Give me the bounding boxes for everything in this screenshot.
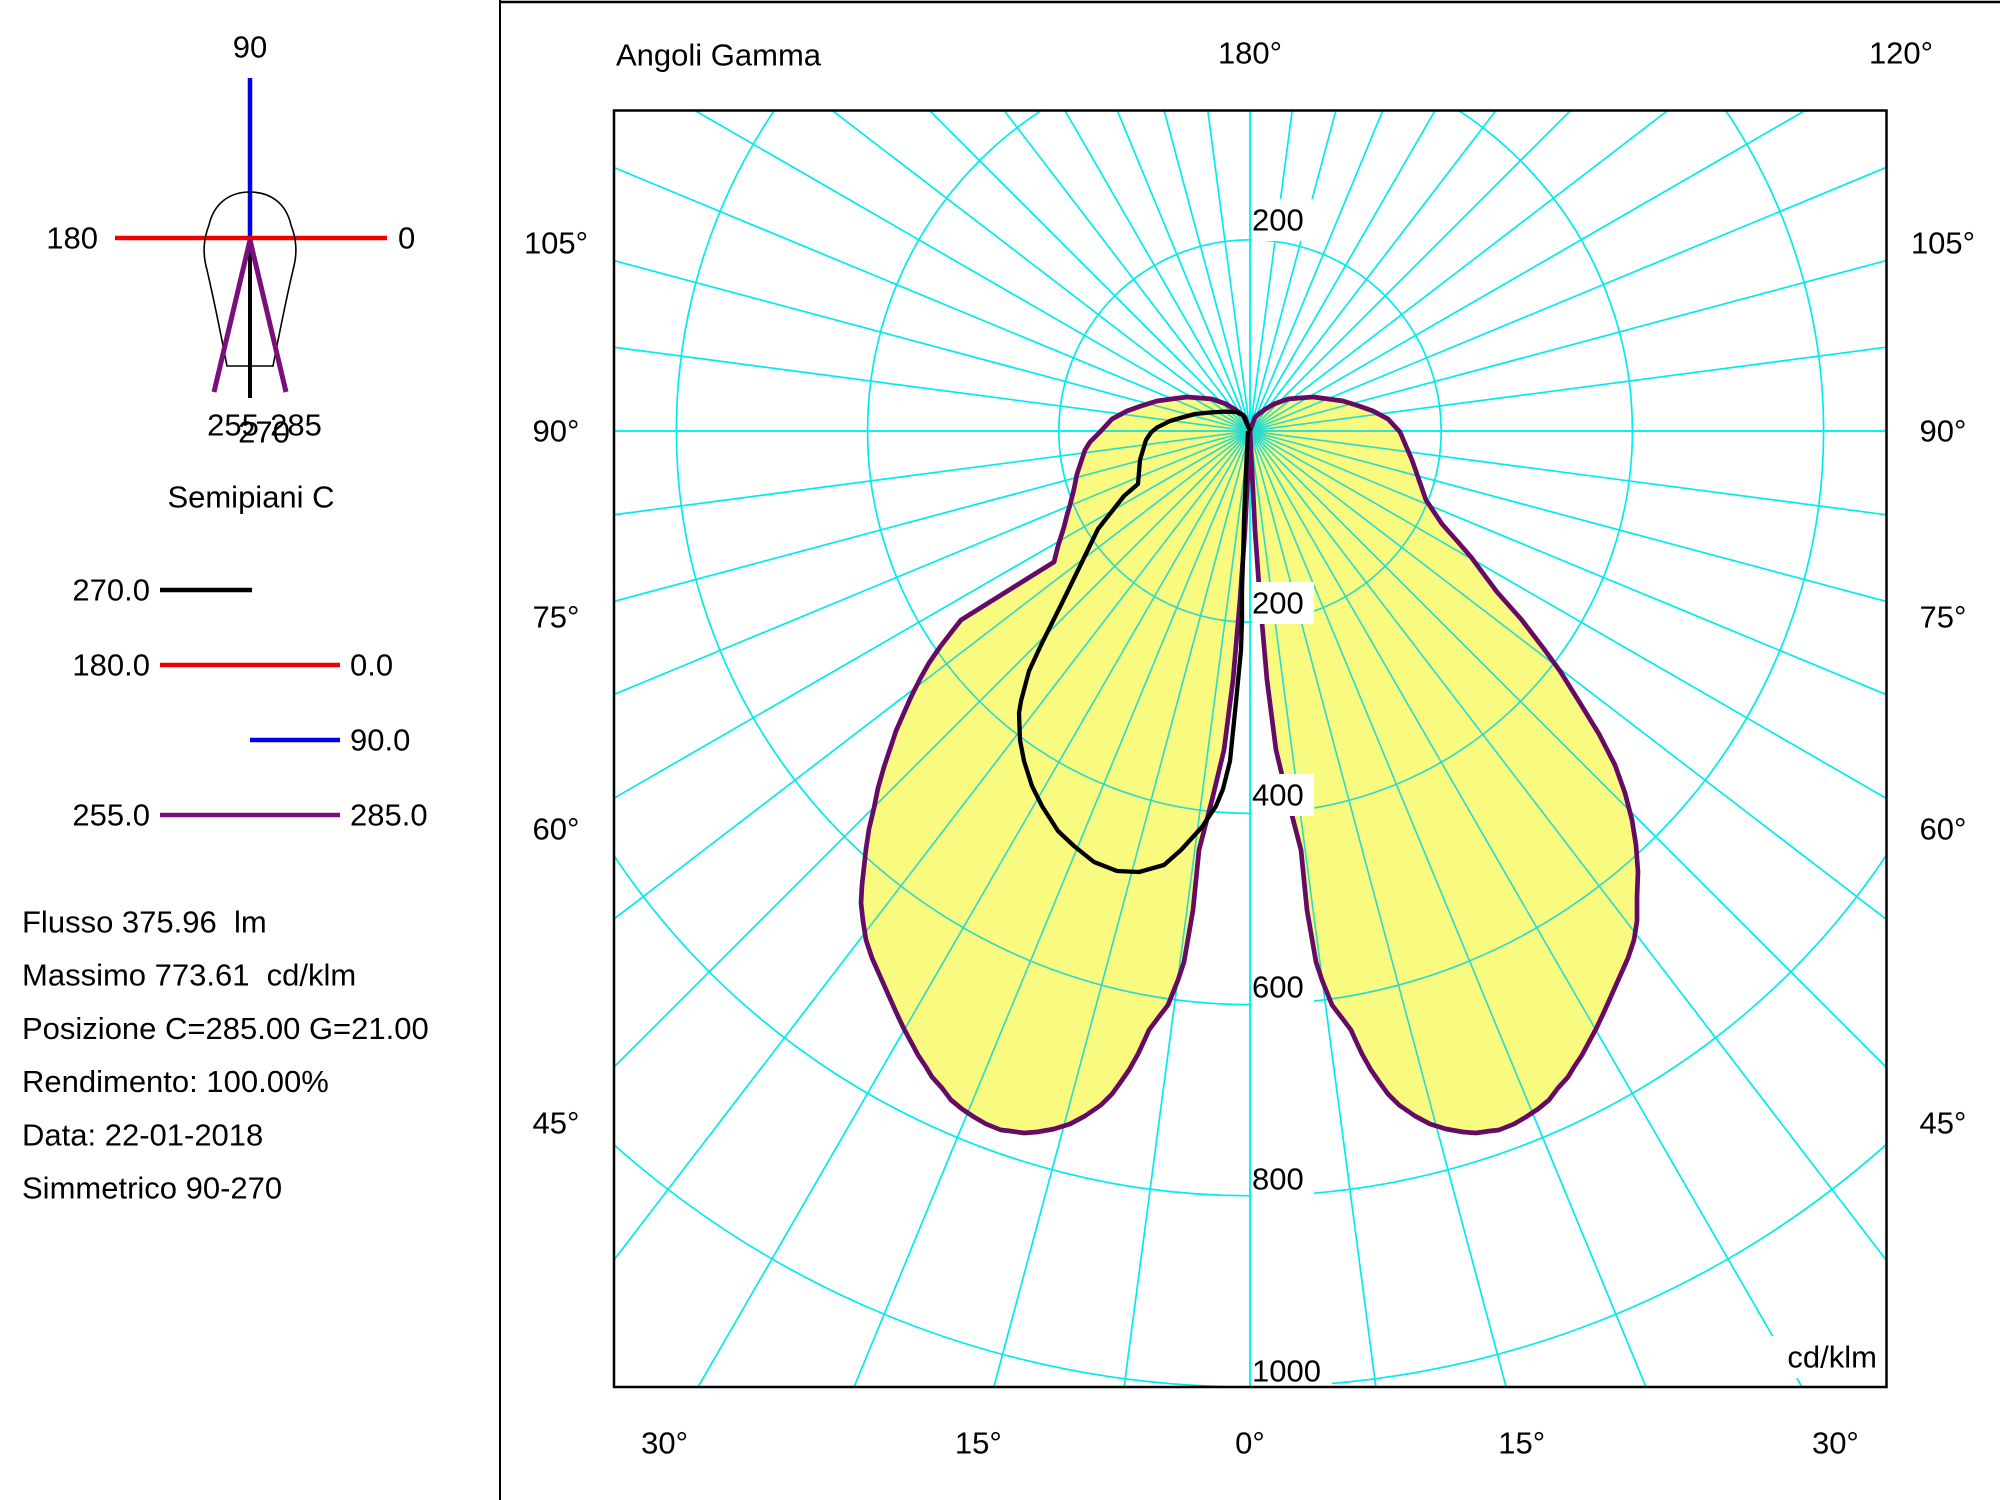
svg-text:0°: 0° (1235, 1426, 1265, 1461)
svg-text:90°: 90° (1920, 414, 1967, 449)
svg-text:30°: 30° (641, 1426, 688, 1461)
svg-text:200: 200 (1252, 203, 1304, 238)
svg-text:255.0: 255.0 (72, 798, 150, 833)
svg-text:75°: 75° (533, 600, 580, 635)
svg-text:0: 0 (398, 221, 415, 256)
svg-text:Angoli Gamma: Angoli Gamma (616, 38, 822, 73)
svg-text:75°: 75° (1920, 600, 1967, 635)
svg-text:255: 255 (207, 408, 259, 443)
svg-text:285: 285 (270, 408, 322, 443)
svg-text:180°: 180° (1218, 36, 1282, 71)
svg-text:Flusso 375.96 lm: Flusso 375.96 lm (22, 905, 267, 940)
svg-text:180.0: 180.0 (72, 648, 150, 683)
svg-text:30°: 30° (1812, 1426, 1859, 1461)
svg-text:400: 400 (1252, 778, 1304, 813)
svg-text:270: 270 (238, 415, 290, 450)
svg-text:15°: 15° (955, 1426, 1002, 1461)
svg-text:90: 90 (233, 30, 267, 65)
svg-text:Semipiani C: Semipiani C (167, 480, 334, 515)
svg-text:60°: 60° (1920, 812, 1967, 847)
svg-text:105°: 105° (524, 226, 588, 261)
svg-text:Rendimento: 100.00%: Rendimento: 100.00% (22, 1064, 329, 1099)
svg-text:Simmetrico 90-270: Simmetrico 90-270 (22, 1171, 282, 1206)
svg-text:15°: 15° (1498, 1426, 1545, 1461)
svg-text:600: 600 (1252, 970, 1304, 1005)
svg-text:Posizione C=285.00 G=21.00: Posizione C=285.00 G=21.00 (22, 1011, 429, 1046)
svg-text:0.0: 0.0 (350, 648, 393, 683)
svg-text:90°: 90° (533, 414, 580, 449)
svg-text:Data: 22-01-2018: Data: 22-01-2018 (22, 1117, 263, 1152)
svg-text:180: 180 (46, 221, 98, 256)
svg-text:Massimo 773.61 cd/klm: Massimo 773.61 cd/klm (22, 958, 356, 993)
svg-text:60°: 60° (533, 812, 580, 847)
svg-text:90.0: 90.0 (350, 723, 410, 758)
svg-text:45°: 45° (533, 1106, 580, 1141)
svg-text:285.0: 285.0 (350, 798, 428, 833)
svg-text:800: 800 (1252, 1162, 1304, 1197)
svg-text:120°: 120° (1869, 36, 1933, 71)
svg-text:200: 200 (1252, 586, 1304, 621)
svg-text:cd/klm: cd/klm (1787, 1340, 1877, 1375)
svg-text:45°: 45° (1920, 1106, 1967, 1141)
svg-text:105°: 105° (1911, 226, 1975, 261)
svg-text:1000: 1000 (1252, 1354, 1321, 1389)
svg-text:270.0: 270.0 (72, 573, 150, 608)
